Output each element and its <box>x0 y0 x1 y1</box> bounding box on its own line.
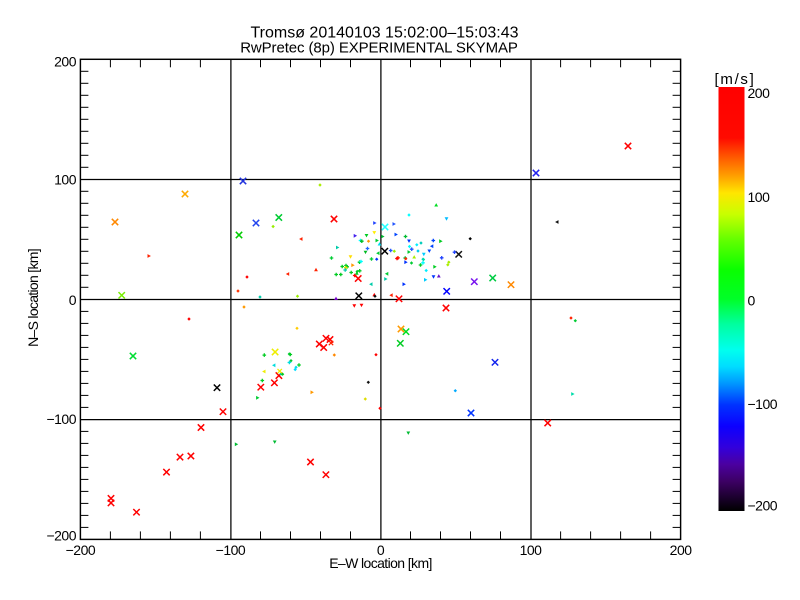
svg-text:Tromsø 20140103 15:02:00–15:03: Tromsø 20140103 15:02:00–15:03:43 <box>250 25 518 42</box>
svg-text:−100: −100 <box>216 542 246 558</box>
svg-text:−100: −100 <box>46 411 76 427</box>
svg-text:−200: −200 <box>748 497 778 513</box>
svg-text:100: 100 <box>54 171 77 187</box>
svg-text:100: 100 <box>748 189 771 205</box>
svg-text:RwPretec (8p) EXPERIMENTAL SKY: RwPretec (8p) EXPERIMENTAL SKYMAP <box>240 40 518 57</box>
svg-text:200: 200 <box>54 54 77 70</box>
svg-text:−100: −100 <box>748 396 778 412</box>
svg-text:−200: −200 <box>66 542 96 558</box>
svg-text:100: 100 <box>520 542 543 558</box>
svg-text:200: 200 <box>748 85 771 101</box>
svg-text:0: 0 <box>748 292 756 308</box>
svg-text:−200: −200 <box>46 527 76 543</box>
svg-text:N–S location [km]: N–S location [km] <box>25 249 41 347</box>
svg-text:200: 200 <box>670 542 693 558</box>
svg-text:E–W location [km]: E–W location [km] <box>329 555 432 571</box>
svg-text:0: 0 <box>377 542 385 558</box>
svg-text:[m/s]: [m/s] <box>715 71 756 88</box>
svg-text:0: 0 <box>69 292 77 308</box>
